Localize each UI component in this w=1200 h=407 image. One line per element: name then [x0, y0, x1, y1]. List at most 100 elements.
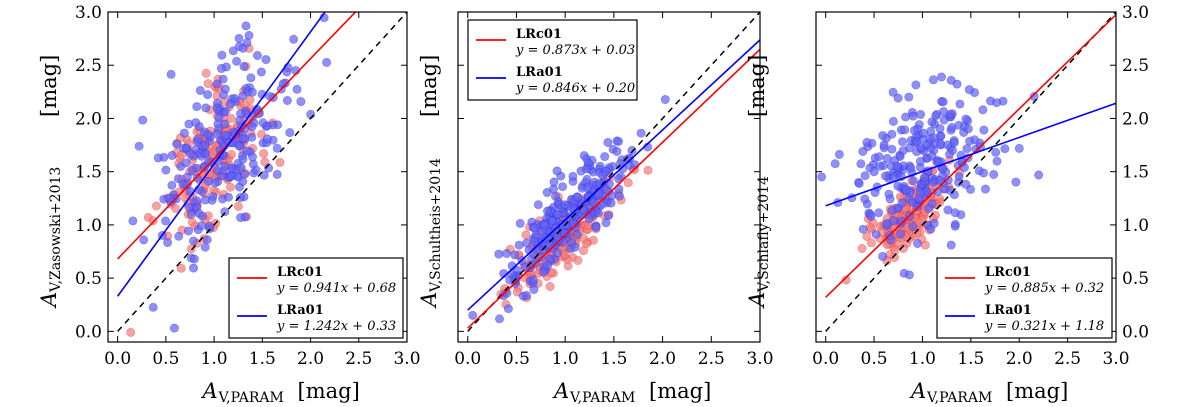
y-axis-label: AV,Zasowski+2013 [mag] — [37, 55, 64, 309]
data-point-LRa01 — [860, 171, 870, 181]
plot-area — [817, 12, 1116, 332]
data-point-LRa01 — [1000, 144, 1010, 154]
data-point-LRc01 — [898, 243, 908, 253]
fit-line-LRa01 — [116, 12, 326, 297]
fit-line-LRc01 — [467, 48, 760, 329]
data-point-LRa01 — [235, 115, 245, 125]
data-point-LRa01 — [897, 216, 907, 226]
data-point-LRa01 — [256, 67, 266, 77]
data-point-LRa01 — [212, 79, 222, 89]
x-tick-label: 1.5 — [957, 349, 984, 369]
data-point-LRa01 — [834, 149, 844, 159]
data-point-LRa01 — [935, 124, 945, 134]
data-point-LRc01 — [201, 68, 211, 78]
data-point-LRa01 — [600, 152, 610, 162]
data-point-LRa01 — [289, 34, 299, 44]
data-point-LRa01 — [161, 165, 171, 175]
x-tick-label: 3.0 — [746, 349, 773, 369]
data-point-LRa01 — [252, 50, 262, 60]
x-label-unit: [mag] — [1006, 379, 1068, 403]
data-point-LRa01 — [234, 141, 244, 151]
data-point-LRa01 — [212, 103, 222, 113]
data-point-LRa01 — [856, 159, 866, 169]
data-point-LRa01 — [612, 147, 622, 157]
data-point-LRa01 — [169, 323, 179, 333]
data-point-LRa01 — [242, 38, 252, 48]
data-point-LRa01 — [869, 167, 879, 177]
data-point-LRa01 — [235, 193, 245, 203]
data-point-LRc01 — [275, 157, 285, 167]
data-point-LRa01 — [522, 238, 532, 248]
data-point-LRa01 — [858, 224, 868, 234]
data-point-LRc01 — [623, 178, 633, 188]
data-point-LRa01 — [246, 73, 256, 83]
data-point-LRa01 — [878, 252, 888, 262]
data-point-LRa01 — [167, 180, 177, 190]
data-point-LRa01 — [927, 151, 937, 161]
data-point-LRa01 — [166, 69, 176, 79]
data-point-LRa01 — [636, 128, 646, 138]
y-label-unit: [mag] — [37, 55, 61, 117]
data-point-LRa01 — [539, 267, 549, 277]
y-tick-label: 0.5 — [1122, 269, 1149, 289]
data-point-LRa01 — [916, 142, 926, 152]
data-point-LRa01 — [874, 208, 884, 218]
x-axis-label: A V,PARAM [mag] — [552, 379, 711, 406]
x-tick-label: 1.0 — [552, 349, 579, 369]
y-label-sub: V,Schultheis+2014 — [428, 158, 444, 293]
x-tick-label: 3.0 — [1102, 349, 1129, 369]
data-point-LRa01 — [950, 208, 960, 218]
data-point-LRa01 — [874, 152, 884, 162]
data-point-LRc01 — [151, 201, 161, 211]
x-tick-label: 0.0 — [812, 349, 839, 369]
data-point-LRa01 — [992, 156, 1002, 166]
data-point-LRa01 — [552, 248, 562, 258]
data-point-LRa01 — [887, 206, 897, 216]
y-tick-label: 3.0 — [1122, 3, 1149, 23]
data-point-LRa01 — [192, 102, 202, 112]
y-label-main: A — [417, 292, 441, 309]
data-point-LRc01 — [841, 275, 851, 285]
data-point-LRc01 — [862, 231, 872, 241]
data-point-LRa01 — [854, 179, 864, 189]
data-point-LRa01 — [931, 111, 941, 121]
data-point-LRa01 — [494, 249, 504, 259]
data-point-LRa01 — [191, 118, 201, 128]
data-point-LRa01 — [591, 222, 601, 232]
x-tick-label: 2.5 — [345, 349, 372, 369]
data-point-LRa01 — [204, 157, 214, 167]
data-point-LRa01 — [216, 64, 226, 74]
x-tick-label: 0.5 — [503, 349, 530, 369]
data-point-LRa01 — [963, 124, 973, 134]
legend-label: LRa01 — [985, 303, 1032, 318]
data-point-LRa01 — [908, 222, 918, 232]
data-point-LRa01 — [898, 146, 908, 156]
data-point-LRa01 — [181, 143, 191, 153]
data-point-LRa01 — [203, 90, 213, 100]
data-point-LRa01 — [573, 192, 583, 202]
data-point-LRc01 — [521, 230, 531, 240]
data-point-LRa01 — [200, 140, 210, 150]
data-point-LRa01 — [924, 204, 934, 214]
data-point-LRa01 — [202, 235, 212, 245]
data-point-LRa01 — [979, 168, 989, 178]
data-point-LRc01 — [233, 201, 243, 211]
data-point-LRa01 — [614, 137, 624, 147]
data-point-LRa01 — [265, 92, 275, 102]
data-point-LRa01 — [964, 85, 974, 95]
data-point-LRa01 — [219, 90, 229, 100]
data-point-LRa01 — [1011, 177, 1021, 187]
y-tick-label: 0.0 — [75, 322, 102, 342]
y-tick-label: 0.5 — [75, 269, 102, 289]
legend-equation: y = 0.846x + 0.20 — [515, 81, 635, 96]
legend-label: LRc01 — [985, 265, 1031, 280]
data-point-LRa01 — [887, 129, 897, 139]
data-point-LRc01 — [545, 281, 555, 291]
data-point-LRa01 — [943, 175, 953, 185]
data-point-LRa01 — [866, 211, 876, 221]
x-label-sub: V,PARAM — [569, 390, 635, 406]
legend-equation: y = 0.873x + 0.03 — [515, 43, 635, 58]
data-point-LRa01 — [220, 131, 230, 141]
